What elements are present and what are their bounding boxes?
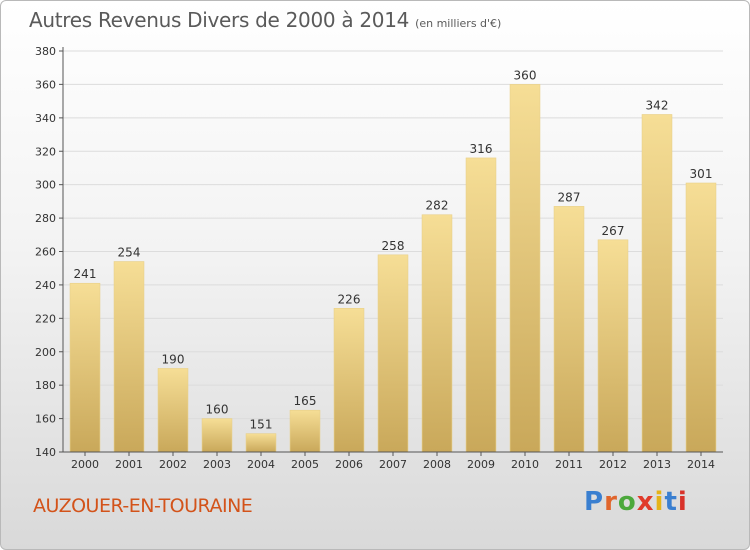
bar-2007: [377, 254, 409, 453]
x-tick-label: 2004: [247, 458, 275, 471]
data-label: 342: [646, 98, 669, 112]
data-label: 360: [514, 68, 537, 82]
bar-2010: [509, 84, 541, 453]
chart-subtitle: (en milliers d'€): [415, 17, 502, 30]
y-tick-label: 140: [35, 446, 56, 459]
data-label: 165: [294, 394, 317, 408]
logo-letter: x: [636, 487, 655, 517]
bar-2000: [69, 282, 101, 453]
logo-letter: i: [654, 487, 665, 517]
axes: 140 160 180 200 220 240 260 280 300 320 340 360 380 2…: [35, 45, 723, 471]
bar-2014: [685, 182, 717, 453]
y-tick-label: 300: [35, 179, 56, 192]
y-tick-label: 380: [35, 45, 56, 58]
y-tick-label: 340: [35, 112, 56, 125]
bar-2003: [201, 418, 233, 453]
data-label: 316: [470, 142, 493, 156]
y-tick-label: 200: [35, 346, 56, 359]
y-tick-label: 320: [35, 145, 56, 158]
data-label: 258: [382, 239, 405, 253]
data-label: 190: [162, 352, 185, 366]
x-tick-label: 2011: [555, 458, 583, 471]
x-tick-label: 2010: [511, 458, 539, 471]
bar-2008: [421, 214, 453, 453]
data-label: 226: [338, 292, 361, 306]
chart-title-block: Autres Revenus Divers de 2000 à 2014 (en …: [29, 8, 501, 32]
x-tick-label: 2014: [687, 458, 715, 471]
location-name: AUZOUER-EN-TOURAINE: [33, 495, 253, 517]
logo-letter: t: [664, 487, 678, 517]
data-label: 151: [250, 418, 273, 432]
data-label: 254: [118, 246, 141, 260]
bar-2011: [553, 206, 585, 453]
bar-2006: [333, 308, 365, 453]
x-tick-label: 2000: [71, 458, 99, 471]
bar-2005: [289, 409, 321, 453]
bar-2002: [157, 368, 189, 453]
x-tick-label: 2002: [159, 458, 187, 471]
y-tick-label: 160: [35, 413, 56, 426]
bar-2013: [641, 114, 673, 453]
x-tick-label: 2005: [291, 458, 319, 471]
logo-letter: o: [617, 487, 637, 517]
x-tick-label: 2007: [379, 458, 407, 471]
data-label: 160: [206, 403, 229, 417]
data-label: 267: [602, 224, 625, 238]
x-tick-label: 2001: [115, 458, 143, 471]
x-tick-label: 2009: [467, 458, 495, 471]
y-tick-label: 240: [35, 279, 56, 292]
x-tick-label: 2003: [203, 458, 231, 471]
y-tick-label: 280: [35, 212, 56, 225]
bar-2009: [465, 157, 497, 453]
x-tick-label: 2006: [335, 458, 363, 471]
y-tick-label: 180: [35, 379, 56, 392]
y-tick-label: 260: [35, 246, 56, 259]
x-tick-label: 2008: [423, 458, 451, 471]
x-tick-label: 2013: [643, 458, 671, 471]
data-label: 301: [690, 167, 713, 181]
bar-2004: [245, 433, 277, 453]
proxiti-logo[interactable]: Proxiti: [584, 487, 688, 517]
logo-letter: i: [677, 487, 688, 517]
logo-letter: r: [604, 487, 618, 517]
y-tick-label: 360: [35, 78, 56, 91]
data-label: 282: [426, 199, 449, 213]
chart-title: Autres Revenus Divers de 2000 à 2014: [29, 8, 410, 32]
bar-2012: [597, 239, 629, 453]
bar-2001: [113, 261, 145, 453]
x-tick-label: 2012: [599, 458, 627, 471]
data-label: 241: [74, 267, 97, 281]
logo-letter: P: [584, 487, 605, 517]
data-label: 287: [558, 190, 581, 204]
y-tick-label: 220: [35, 312, 56, 325]
bars: 241 254 190 160 151 165 226 258 282 316 360 287 267 3…: [69, 68, 717, 453]
